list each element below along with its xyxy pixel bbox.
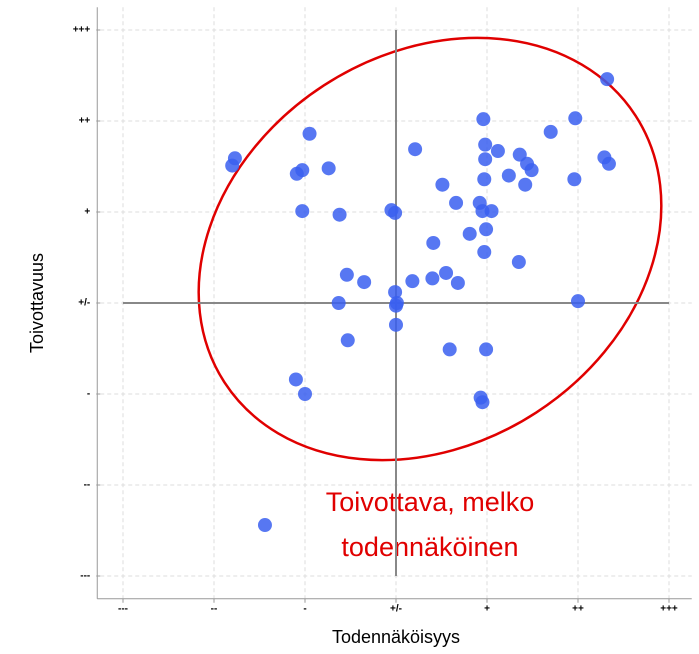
x-tick-label: + (484, 603, 490, 614)
point (331, 296, 346, 310)
point (484, 204, 499, 219)
point (478, 152, 493, 167)
y-axis-title: Toivottavuus (27, 253, 47, 353)
point (600, 72, 615, 87)
point (289, 166, 304, 181)
y-tick-label: -- (84, 480, 91, 491)
point (501, 168, 516, 183)
point (302, 126, 317, 141)
point (257, 518, 272, 533)
point (321, 161, 336, 176)
point (476, 112, 491, 127)
point (442, 342, 457, 357)
x-tick-label: -- (211, 603, 218, 614)
point (425, 271, 440, 286)
point (601, 156, 616, 171)
y-tick-label: ++ (79, 116, 91, 127)
point (225, 158, 240, 173)
point (288, 372, 303, 387)
y-tick-label: --- (80, 571, 90, 582)
y-tick-label: + (84, 207, 90, 218)
annotation: Toivottava, melko (326, 487, 535, 517)
point (524, 163, 539, 178)
point (426, 235, 441, 250)
x-tick-label: ++ (572, 603, 584, 614)
point (295, 204, 310, 219)
point (475, 395, 490, 410)
y-tick-label: +++ (73, 25, 91, 36)
point (571, 294, 585, 309)
y-tick-label: - (87, 389, 90, 400)
point (339, 267, 354, 282)
point (511, 255, 526, 270)
highlight-ellipse (197, 36, 663, 462)
point (388, 205, 403, 220)
point (462, 226, 477, 241)
point (478, 137, 493, 152)
point (389, 317, 403, 332)
point (298, 387, 312, 401)
point (439, 265, 454, 280)
point (543, 124, 558, 139)
point (567, 172, 582, 187)
x-tick-label: --- (118, 603, 128, 614)
x-axis-title: Todennäköisyys (332, 627, 460, 647)
x-tick-label: +/- (390, 603, 402, 614)
point (518, 177, 533, 192)
point (490, 144, 505, 159)
point (479, 342, 494, 357)
x-tick-label: +++ (660, 603, 678, 614)
point (435, 177, 450, 192)
point (332, 207, 347, 222)
point (450, 275, 465, 290)
point (389, 298, 403, 313)
point (357, 275, 372, 290)
point (479, 222, 494, 237)
x-tick-label: - (303, 603, 306, 614)
point (405, 274, 420, 289)
y-tick-label: +/- (78, 298, 90, 309)
point (408, 142, 423, 157)
point (568, 111, 583, 126)
point (477, 172, 492, 187)
annotation: todennäköinen (341, 532, 518, 562)
point (477, 245, 492, 260)
point (340, 333, 355, 348)
point (449, 195, 464, 210)
point (388, 285, 403, 300)
